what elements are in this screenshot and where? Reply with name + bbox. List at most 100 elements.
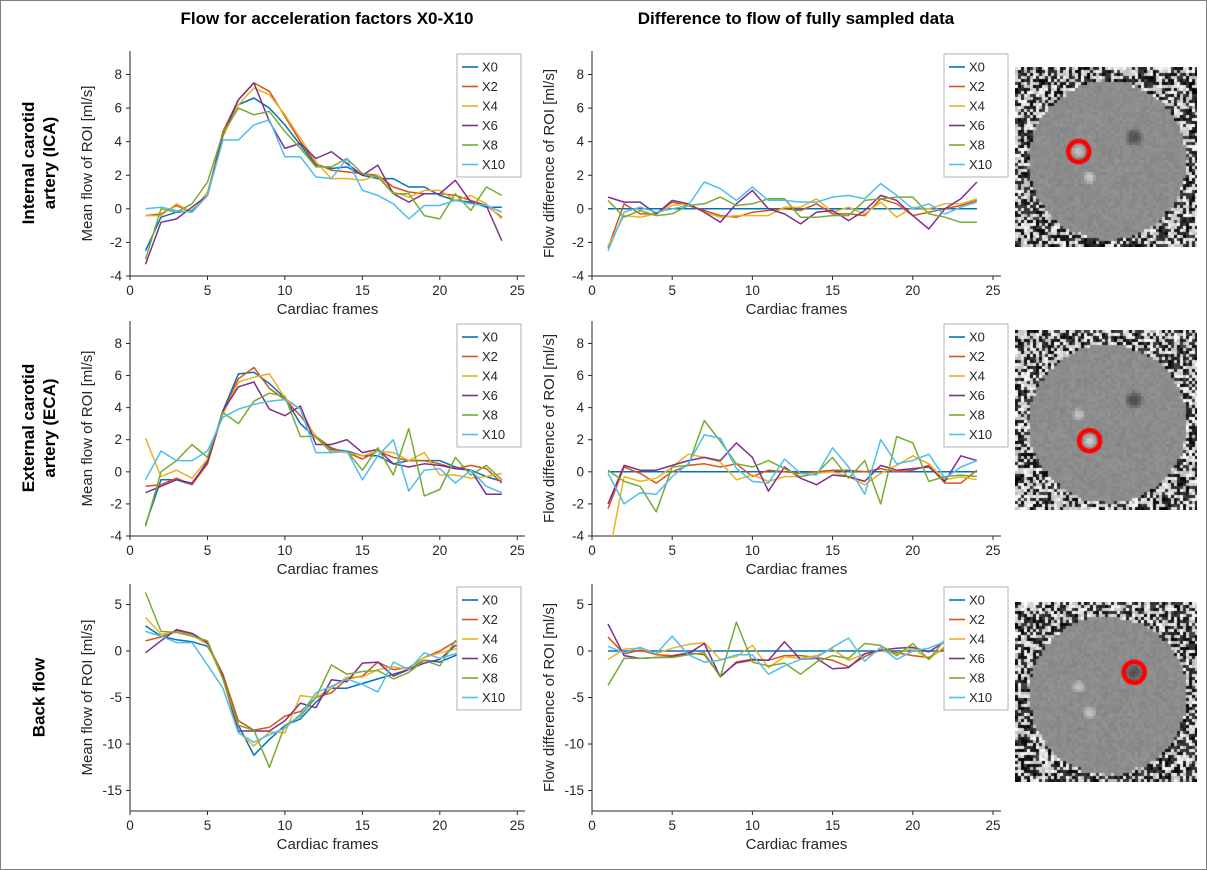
legend-label-X6: X6 <box>969 388 985 403</box>
series-line-X8 <box>607 621 946 686</box>
x-tick-label: 0 <box>126 543 134 558</box>
backflow-difference-svg: 0 5 10 15 20 25 -15 -10 -5 0 5 Cardiac frames Flow d… <box>541 584 1009 853</box>
y-tick-label: 4 <box>576 134 584 149</box>
y-axis-label: Flow difference of ROI [ml/s] <box>541 603 558 792</box>
x-tick-label: 20 <box>905 818 920 833</box>
y-tick-label: -2 <box>110 235 122 250</box>
legend-label-X10: X10 <box>482 427 505 442</box>
y-tick-label: -15 <box>564 783 584 798</box>
legend-label-X0: X0 <box>482 330 498 345</box>
series-group <box>144 366 503 527</box>
y-tick-label: 4 <box>114 134 122 149</box>
x-tick-label: 10 <box>745 818 760 833</box>
series-line-X8 <box>144 592 472 769</box>
x-tick-label: 5 <box>204 543 212 558</box>
y-tick-label: 0 <box>114 201 122 216</box>
legend-label-X8: X8 <box>482 671 498 686</box>
x-axis-label: Cardiac frames <box>277 301 379 318</box>
row-label-backflow: Back flow <box>29 567 50 827</box>
x-tick-label: 15 <box>355 818 370 833</box>
backflow-flow-svg: 0 5 10 15 20 25 -15 -10 -5 0 5 Cardiac frames Mean f… <box>79 584 525 853</box>
legend-label-X10: X10 <box>969 690 992 705</box>
legend-label-X4: X4 <box>482 99 498 114</box>
legend-label-X6: X6 <box>969 651 985 666</box>
series-line-X8 <box>144 107 503 260</box>
x-axis-label: Cardiac frames <box>746 836 848 853</box>
legend-box <box>943 53 1009 178</box>
series-group <box>144 592 472 769</box>
y-tick-label: 2 <box>114 432 122 447</box>
y-tick-label: -5 <box>572 690 584 705</box>
y-tick-label: 5 <box>114 597 122 612</box>
x-tick-label: 10 <box>277 818 292 833</box>
x-tick-label: 25 <box>985 283 1000 298</box>
x-tick-label: 5 <box>204 283 212 298</box>
y-tick-label: -2 <box>110 496 122 511</box>
x-tick-label: 0 <box>588 283 596 298</box>
y-tick-label: 8 <box>114 67 122 82</box>
chart-ica-flow: 0 5 10 15 20 25 -4 -2 0 2 4 6 8 Cardiac frames Mean fl… <box>76 36 546 318</box>
phantom-image-backflow <box>1015 602 1197 782</box>
series-line-X4 <box>607 641 946 669</box>
y-tick-label: 8 <box>114 336 122 351</box>
x-tick-label: 25 <box>510 543 525 558</box>
legend-label-X0: X0 <box>969 593 985 608</box>
legend-box <box>456 586 522 711</box>
series-line-X0 <box>144 97 502 252</box>
legend-label-X8: X8 <box>969 408 985 423</box>
x-tick-label: 0 <box>126 283 134 298</box>
y-tick-label: 6 <box>576 368 584 383</box>
series-line-X8 <box>607 196 977 224</box>
series-group <box>607 419 978 536</box>
y-tick-label: -4 <box>110 269 122 284</box>
legend-label-X2: X2 <box>969 79 985 94</box>
legend-label-X4: X4 <box>969 99 985 114</box>
y-tick-label: 8 <box>576 336 584 351</box>
x-tick-label: 10 <box>277 283 292 298</box>
y-tick-label: 6 <box>114 101 122 116</box>
series-line-X4 <box>145 87 503 220</box>
column-title-flow: Flow for acceleration factors X0-X10 <box>180 9 474 28</box>
x-axis-label: Cardiac frames <box>277 836 379 853</box>
eca-flow-svg: 0 5 10 15 20 25 -4 -2 0 2 4 6 8 Cardiac frames Mean fl… <box>79 321 525 578</box>
y-tick-label: -10 <box>564 737 584 752</box>
y-tick-label: 2 <box>576 168 584 183</box>
legend-label-X8: X8 <box>969 671 985 686</box>
legend-label-X8: X8 <box>969 138 985 153</box>
legend-label-X10: X10 <box>482 690 505 705</box>
chart-backflow-difference: 0 5 10 15 20 25 -15 -10 -5 0 5 Cardiac frames Flow d… <box>541 569 1016 864</box>
x-tick-label: 0 <box>126 818 134 833</box>
legend-label-X10: X10 <box>482 157 505 172</box>
y-tick-label: 8 <box>576 67 584 82</box>
y-tick-label: 4 <box>114 400 122 415</box>
y-tick-label: -4 <box>572 269 584 284</box>
x-tick-label: 25 <box>510 818 525 833</box>
y-tick-label: 0 <box>114 464 122 479</box>
x-tick-label: 20 <box>432 818 447 833</box>
y-tick-label: 6 <box>576 101 584 116</box>
series-line-X6 <box>144 82 503 265</box>
y-tick-label: -2 <box>572 496 584 511</box>
legend-label-X0: X0 <box>482 593 498 608</box>
series-group <box>607 181 978 252</box>
series-line-X2 <box>607 636 946 677</box>
legend-label-X10: X10 <box>969 427 992 442</box>
legend-label-X0: X0 <box>969 330 985 345</box>
series-line-X2 <box>607 198 978 248</box>
row-label-eca: External carotid artery (ECA) <box>18 298 60 558</box>
row-label-ica: Internal carotid artery (ICA) <box>18 33 60 293</box>
chart-backflow-flow: 0 5 10 15 20 25 -15 -10 -5 0 5 Cardiac frames Mean f… <box>76 569 546 864</box>
legend: X0 X2 X4 X6 X8 X10 <box>456 53 522 178</box>
x-tick-label: 25 <box>985 543 1000 558</box>
y-tick-label: 0 <box>114 643 122 658</box>
y-tick-label: -2 <box>572 235 584 250</box>
legend-label-X2: X2 <box>969 612 985 627</box>
legend-label-X4: X4 <box>969 632 985 647</box>
eca-difference-svg: 0 5 10 15 20 25 -4 -2 0 2 4 6 8 Cardiac frames Flow di… <box>541 321 1009 578</box>
y-axis-label: Flow difference of ROI [ml/s] <box>541 69 558 258</box>
legend-label-X10: X10 <box>969 157 992 172</box>
series-group <box>607 621 946 686</box>
legend: X0 X2 X4 X6 X8 X10 <box>943 586 1009 711</box>
x-axis-label: Cardiac frames <box>746 561 848 578</box>
